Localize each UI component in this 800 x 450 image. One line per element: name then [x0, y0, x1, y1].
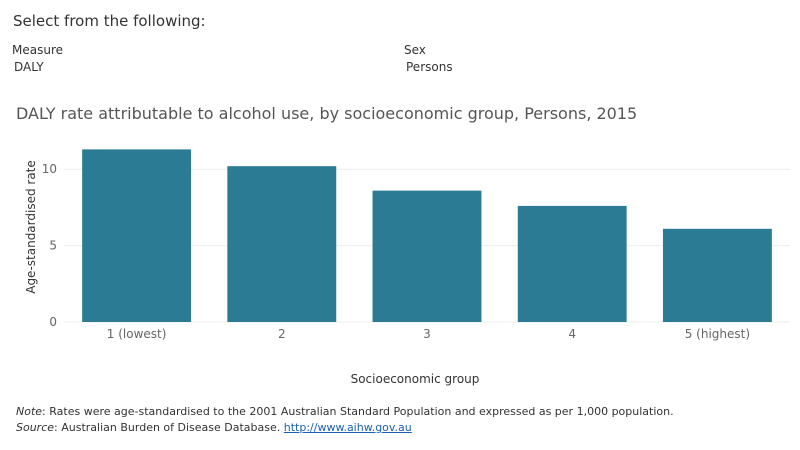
measure-filter[interactable]: Measure DALY: [12, 43, 63, 74]
select-prompt: Select from the following:: [13, 12, 206, 30]
measure-filter-label: Measure: [12, 43, 63, 57]
x-tick-label: 2: [278, 327, 286, 341]
bar[interactable]: [517, 205, 627, 322]
note-text: : Rates were age-standardised to the 200…: [42, 405, 674, 418]
source-text: : Australian Burden of Disease Database.: [54, 421, 284, 434]
x-tick-label: 1 (lowest): [107, 327, 167, 341]
y-tick-label: 5: [49, 239, 57, 253]
sex-filter-value[interactable]: Persons: [406, 60, 453, 74]
x-tick-label: 5 (highest): [685, 327, 750, 341]
footnote: Note: Rates were age-standardised to the…: [16, 404, 674, 436]
source-line: Source: Australian Burden of Disease Dat…: [16, 420, 674, 436]
chart-title: DALY rate attributable to alcohol use, b…: [16, 104, 638, 123]
note-line: Note: Rates were age-standardised to the…: [16, 404, 674, 420]
bar[interactable]: [372, 190, 482, 322]
source-link[interactable]: http://www.aihw.gov.au: [283, 421, 412, 434]
x-tick-label: 4: [568, 327, 576, 341]
note-label: Note: [16, 405, 43, 418]
bar[interactable]: [82, 149, 192, 322]
y-axis-ticks: 0 5 10: [42, 162, 57, 329]
x-axis-label: Socioeconomic group: [350, 372, 480, 386]
source-label: Source: [16, 421, 55, 434]
y-tick-label: 0: [49, 315, 57, 329]
y-tick-label: 10: [42, 162, 57, 176]
y-axis-label: Age-standardised rate: [24, 160, 38, 294]
bar[interactable]: [662, 228, 772, 322]
measure-filter-value[interactable]: DALY: [14, 60, 44, 74]
sex-filter[interactable]: Sex Persons: [404, 43, 453, 74]
x-tick-label: 3: [423, 327, 431, 341]
bars: [82, 149, 772, 322]
sex-filter-label: Sex: [404, 43, 426, 57]
bar[interactable]: [227, 166, 337, 322]
x-axis-ticks: 1 (lowest) 2 3 4 5 (highest): [107, 327, 750, 341]
